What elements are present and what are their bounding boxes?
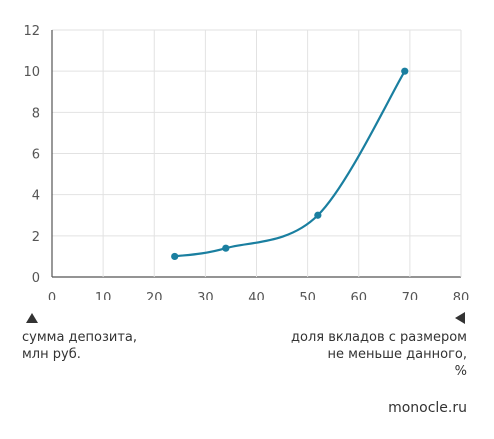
x-tick-label: 70 [402,291,419,300]
y-tick-label: 10 [23,65,40,80]
x-tick-label: 0 [48,291,56,300]
source-label: monocle.ru [388,400,467,416]
y-axis-triangle-icon [26,313,38,323]
y-tick-label: 12 [23,24,40,39]
y-tick-label: 4 [32,189,40,204]
y-axis-ticks: 0 2 4 6 8 10 12 [23,24,40,286]
data-point [171,252,179,261]
x-tick-label: 60 [350,291,367,300]
x-tick-label: 50 [299,291,316,300]
grid-lines [51,29,462,278]
y-axis-label: сумма депозита, млн руб. [22,330,138,362]
x-axis-triangle-icon [455,312,465,324]
x-tick-label: 10 [95,291,112,300]
data-point [401,67,409,75]
data-point [222,244,230,252]
y-tick-label: 8 [32,106,40,121]
series-line [174,70,406,258]
x-tick-label: 30 [197,291,214,300]
data-point [314,211,322,219]
x-tick-label: 20 [146,291,163,300]
x-axis-label: доля вкладов с размером не меньше данног… [291,330,467,379]
y-tick-label: 2 [32,230,40,245]
y-tick-label: 6 [32,148,40,163]
x-tick-label: 80 [453,291,470,300]
x-tick-label: 40 [248,291,265,300]
line-chart: 0 2 4 6 8 10 12 0 10 20 30 40 50 60 70 80 [23,24,469,300]
y-tick-label: 0 [32,271,40,286]
x-axis-ticks: 0 10 20 30 40 50 60 70 80 [48,291,469,300]
series-points [171,67,409,261]
